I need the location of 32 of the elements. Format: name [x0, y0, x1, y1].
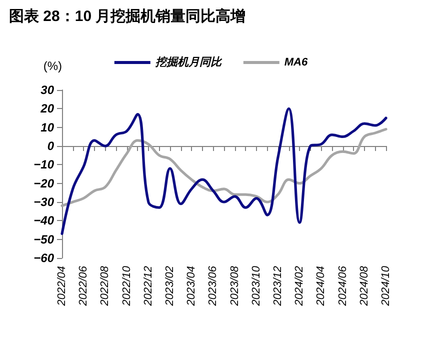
x-tick-label: 2024/04 — [315, 266, 328, 307]
y-tick-label: −40 — [34, 214, 54, 228]
x-tick-label: 2024/10 — [380, 265, 392, 307]
line-series — [60, 107, 388, 236]
x-tick-label: 2023/08 — [228, 265, 241, 307]
x-tick-label: 2022/10 — [120, 265, 133, 307]
y-tick-label: 30 — [40, 83, 54, 97]
x-tick-label: 2022/06 — [78, 265, 90, 307]
x-tick-label: 2022/12 — [142, 266, 154, 307]
y-tick-label: 0 — [47, 139, 54, 153]
x-tick-label: 2023/10 — [250, 265, 262, 307]
y-tick-label: −50 — [34, 232, 54, 246]
y-tick-label: −30 — [34, 195, 54, 209]
y-tick-label: −10 — [34, 158, 54, 172]
x-tick-label: 2023/06 — [207, 265, 220, 307]
line-series — [60, 128, 388, 208]
x-tick-label: 2023/02 — [164, 266, 176, 307]
x-tick-label: 2022/04 — [56, 266, 68, 307]
x-tick-label: 2023/04 — [186, 266, 198, 307]
y-axis-title: (%) — [43, 59, 62, 73]
chart-title: 图表 28：10 月挖掘机销量同比高增 — [9, 7, 246, 25]
legend-label: MA6 — [284, 56, 308, 68]
y-tick-label: −20 — [34, 176, 54, 190]
x-tick-label: 2022/08 — [99, 265, 112, 307]
y-tick-label: 10 — [40, 120, 54, 134]
x-tick-label: 2024/02 — [294, 266, 306, 307]
y-tick-label: 20 — [40, 102, 54, 116]
legend-label: 挖掘机月同比 — [154, 56, 222, 68]
x-tick-label: 2024/06 — [336, 265, 349, 307]
x-tick-label: 2024/08 — [358, 265, 370, 307]
x-tick-label: 2023/12 — [272, 266, 284, 307]
y-tick-label: −60 — [34, 251, 54, 265]
